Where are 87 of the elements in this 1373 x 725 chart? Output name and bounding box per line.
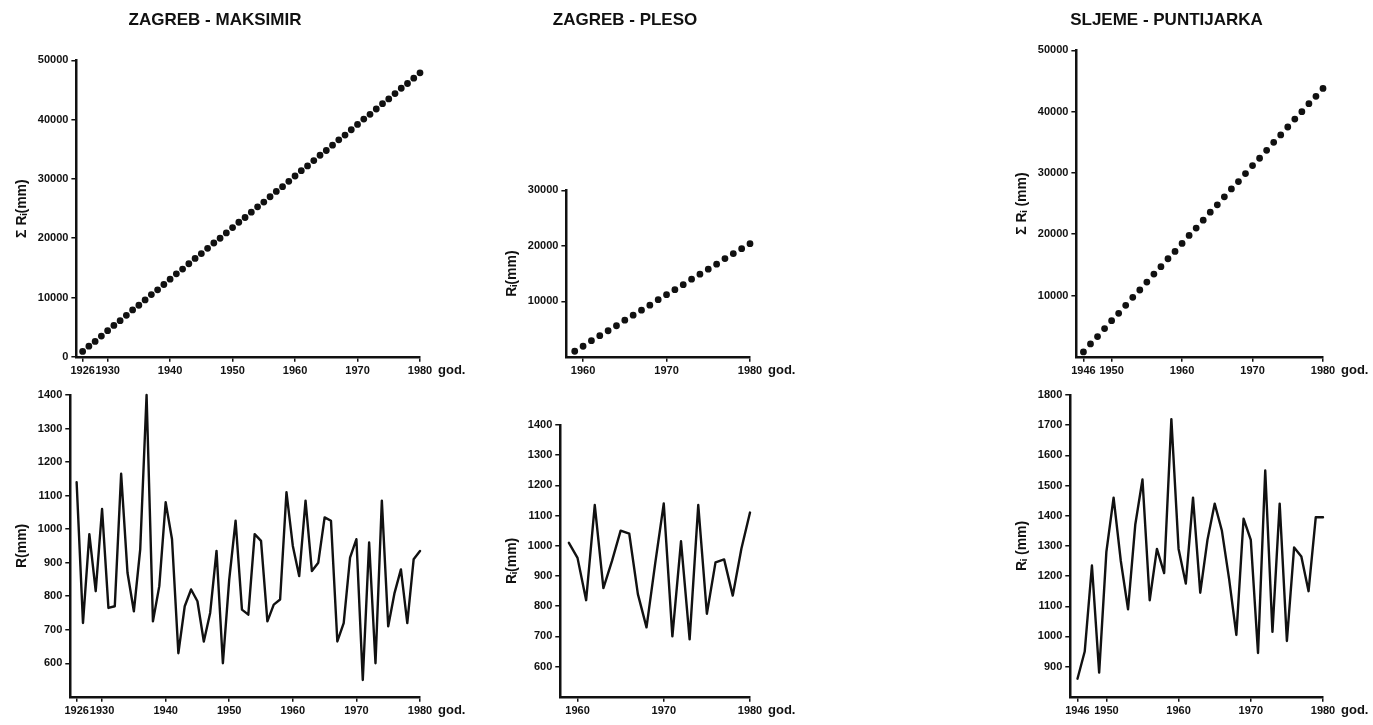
x-tick-label: 1940	[157, 364, 183, 377]
y-tick-label: 1000	[1037, 629, 1063, 642]
y-tick-label: 1600	[1037, 448, 1063, 461]
y-tick-label: 1100	[528, 508, 553, 521]
y-tick-label: 1100	[38, 488, 63, 501]
y-tick-label: 10000	[527, 294, 559, 307]
y-tick-label: 1300	[37, 421, 63, 434]
x-tick-label: 1970	[654, 364, 679, 377]
y-axis-title: R(mm)	[13, 523, 30, 569]
y-tick-label: 1100	[1038, 599, 1063, 612]
y-tick-label: 1500	[1037, 478, 1063, 491]
y-tick-label: 1800	[1037, 388, 1063, 401]
x-tick-label: 1950	[217, 704, 242, 717]
chart-title: ZAGREB - PLESO	[552, 9, 698, 29]
y-tick-label: 900	[1043, 659, 1063, 672]
y-tick-label: 800	[43, 589, 63, 602]
y-tick-label: 1400	[37, 388, 63, 401]
y-tick-label: 1300	[1037, 538, 1063, 551]
x-tick-label: 1950	[220, 364, 245, 377]
y-tick-label: 10000	[37, 290, 69, 303]
y-tick-label: 0	[62, 349, 69, 362]
x-axis-title: god.	[1341, 361, 1369, 377]
x-tick-label: 1970	[344, 704, 369, 717]
x-tick-label: 1970	[1238, 704, 1264, 717]
y-tick-label: 1000	[37, 522, 63, 535]
y-tick-label: 1200	[1037, 569, 1063, 582]
x-tick-label: 1940	[153, 704, 178, 717]
x-tick-label: 1970	[345, 364, 370, 377]
x-axis-title: god.	[438, 361, 466, 377]
x-tick-label: 1960	[1166, 704, 1191, 717]
x-tick-label: 1980	[1310, 704, 1336, 717]
x-tick-label: 1970	[651, 704, 676, 717]
y-tick-label: 1200	[527, 478, 553, 491]
x-tick-label: 1946	[1071, 364, 1096, 377]
x-tick-label: 1980	[737, 704, 763, 717]
y-tick-label: 600	[43, 656, 63, 669]
y-tick-label: 1200	[37, 455, 63, 468]
x-axis-title: god.	[1341, 701, 1369, 717]
y-axis-title: Σ Rᵢ(mm)	[13, 179, 30, 238]
y-tick-label: 20000	[527, 238, 559, 251]
y-axis-title: Rᵢ(mm)	[503, 537, 520, 585]
y-tick-label: 50000	[37, 53, 69, 66]
y-axis-title: Rᵢ(mm)	[503, 250, 520, 297]
y-tick-label: 1400	[1037, 508, 1063, 521]
y-tick-label: 1300	[527, 448, 553, 461]
x-tick-label: 1946	[1065, 704, 1090, 717]
y-tick-label: 30000	[37, 171, 69, 184]
x-tick-label: 1970	[1240, 364, 1265, 377]
y-tick-label: 700	[43, 622, 63, 635]
x-tick-label: 1980	[737, 364, 763, 377]
y-tick-label: 900	[43, 555, 63, 568]
x-tick-label: 1950	[1099, 364, 1124, 377]
x-tick-label: 1980	[407, 364, 433, 377]
y-tick-label: 1700	[1037, 418, 1063, 431]
y-tick-label: 30000	[527, 183, 559, 196]
x-tick-label: 1980	[407, 704, 433, 717]
x-tick-label: 1930	[89, 704, 115, 717]
x-tick-label: 1926	[70, 364, 95, 377]
x-tick-label: 1926	[64, 704, 89, 717]
y-tick-label: 20000	[1037, 227, 1069, 240]
x-axis-title: god.	[438, 701, 466, 717]
x-axis-title: god.	[768, 701, 796, 717]
y-tick-label: 800	[533, 599, 553, 612]
x-tick-label: 1930	[95, 364, 120, 377]
y-tick-label: 30000	[1037, 165, 1069, 178]
x-tick-label: 1980	[1310, 364, 1336, 377]
y-tick-label: 10000	[1037, 288, 1069, 301]
x-tick-label: 1960	[1169, 364, 1195, 377]
y-tick-label: 600	[533, 659, 553, 672]
x-tick-label: 1960	[565, 704, 590, 717]
x-tick-label: 1960	[570, 364, 596, 377]
y-tick-label: 50000	[1037, 43, 1069, 56]
y-tick-label: 700	[533, 629, 553, 642]
chart-title: ZAGREB - MAKSIMIR	[128, 9, 302, 29]
y-tick-label: 40000	[1037, 104, 1069, 117]
y-tick-label: 900	[533, 569, 553, 582]
y-tick-label: 1400	[527, 418, 553, 431]
y-axis-title: Rᵢ (mm)	[1013, 520, 1030, 571]
chart-title: SLJEME - PUNTIJARKA	[1070, 9, 1263, 29]
x-tick-label: 1960	[282, 364, 308, 377]
x-tick-label: 1950	[1094, 704, 1119, 717]
y-tick-label: 40000	[37, 112, 69, 125]
y-tick-label: 1000	[527, 538, 553, 551]
x-axis-title: god.	[768, 361, 796, 377]
x-tick-label: 1960	[280, 704, 306, 717]
y-tick-label: 20000	[37, 231, 69, 244]
y-axis-title: Σ Rᵢ (mm)	[1013, 172, 1030, 235]
